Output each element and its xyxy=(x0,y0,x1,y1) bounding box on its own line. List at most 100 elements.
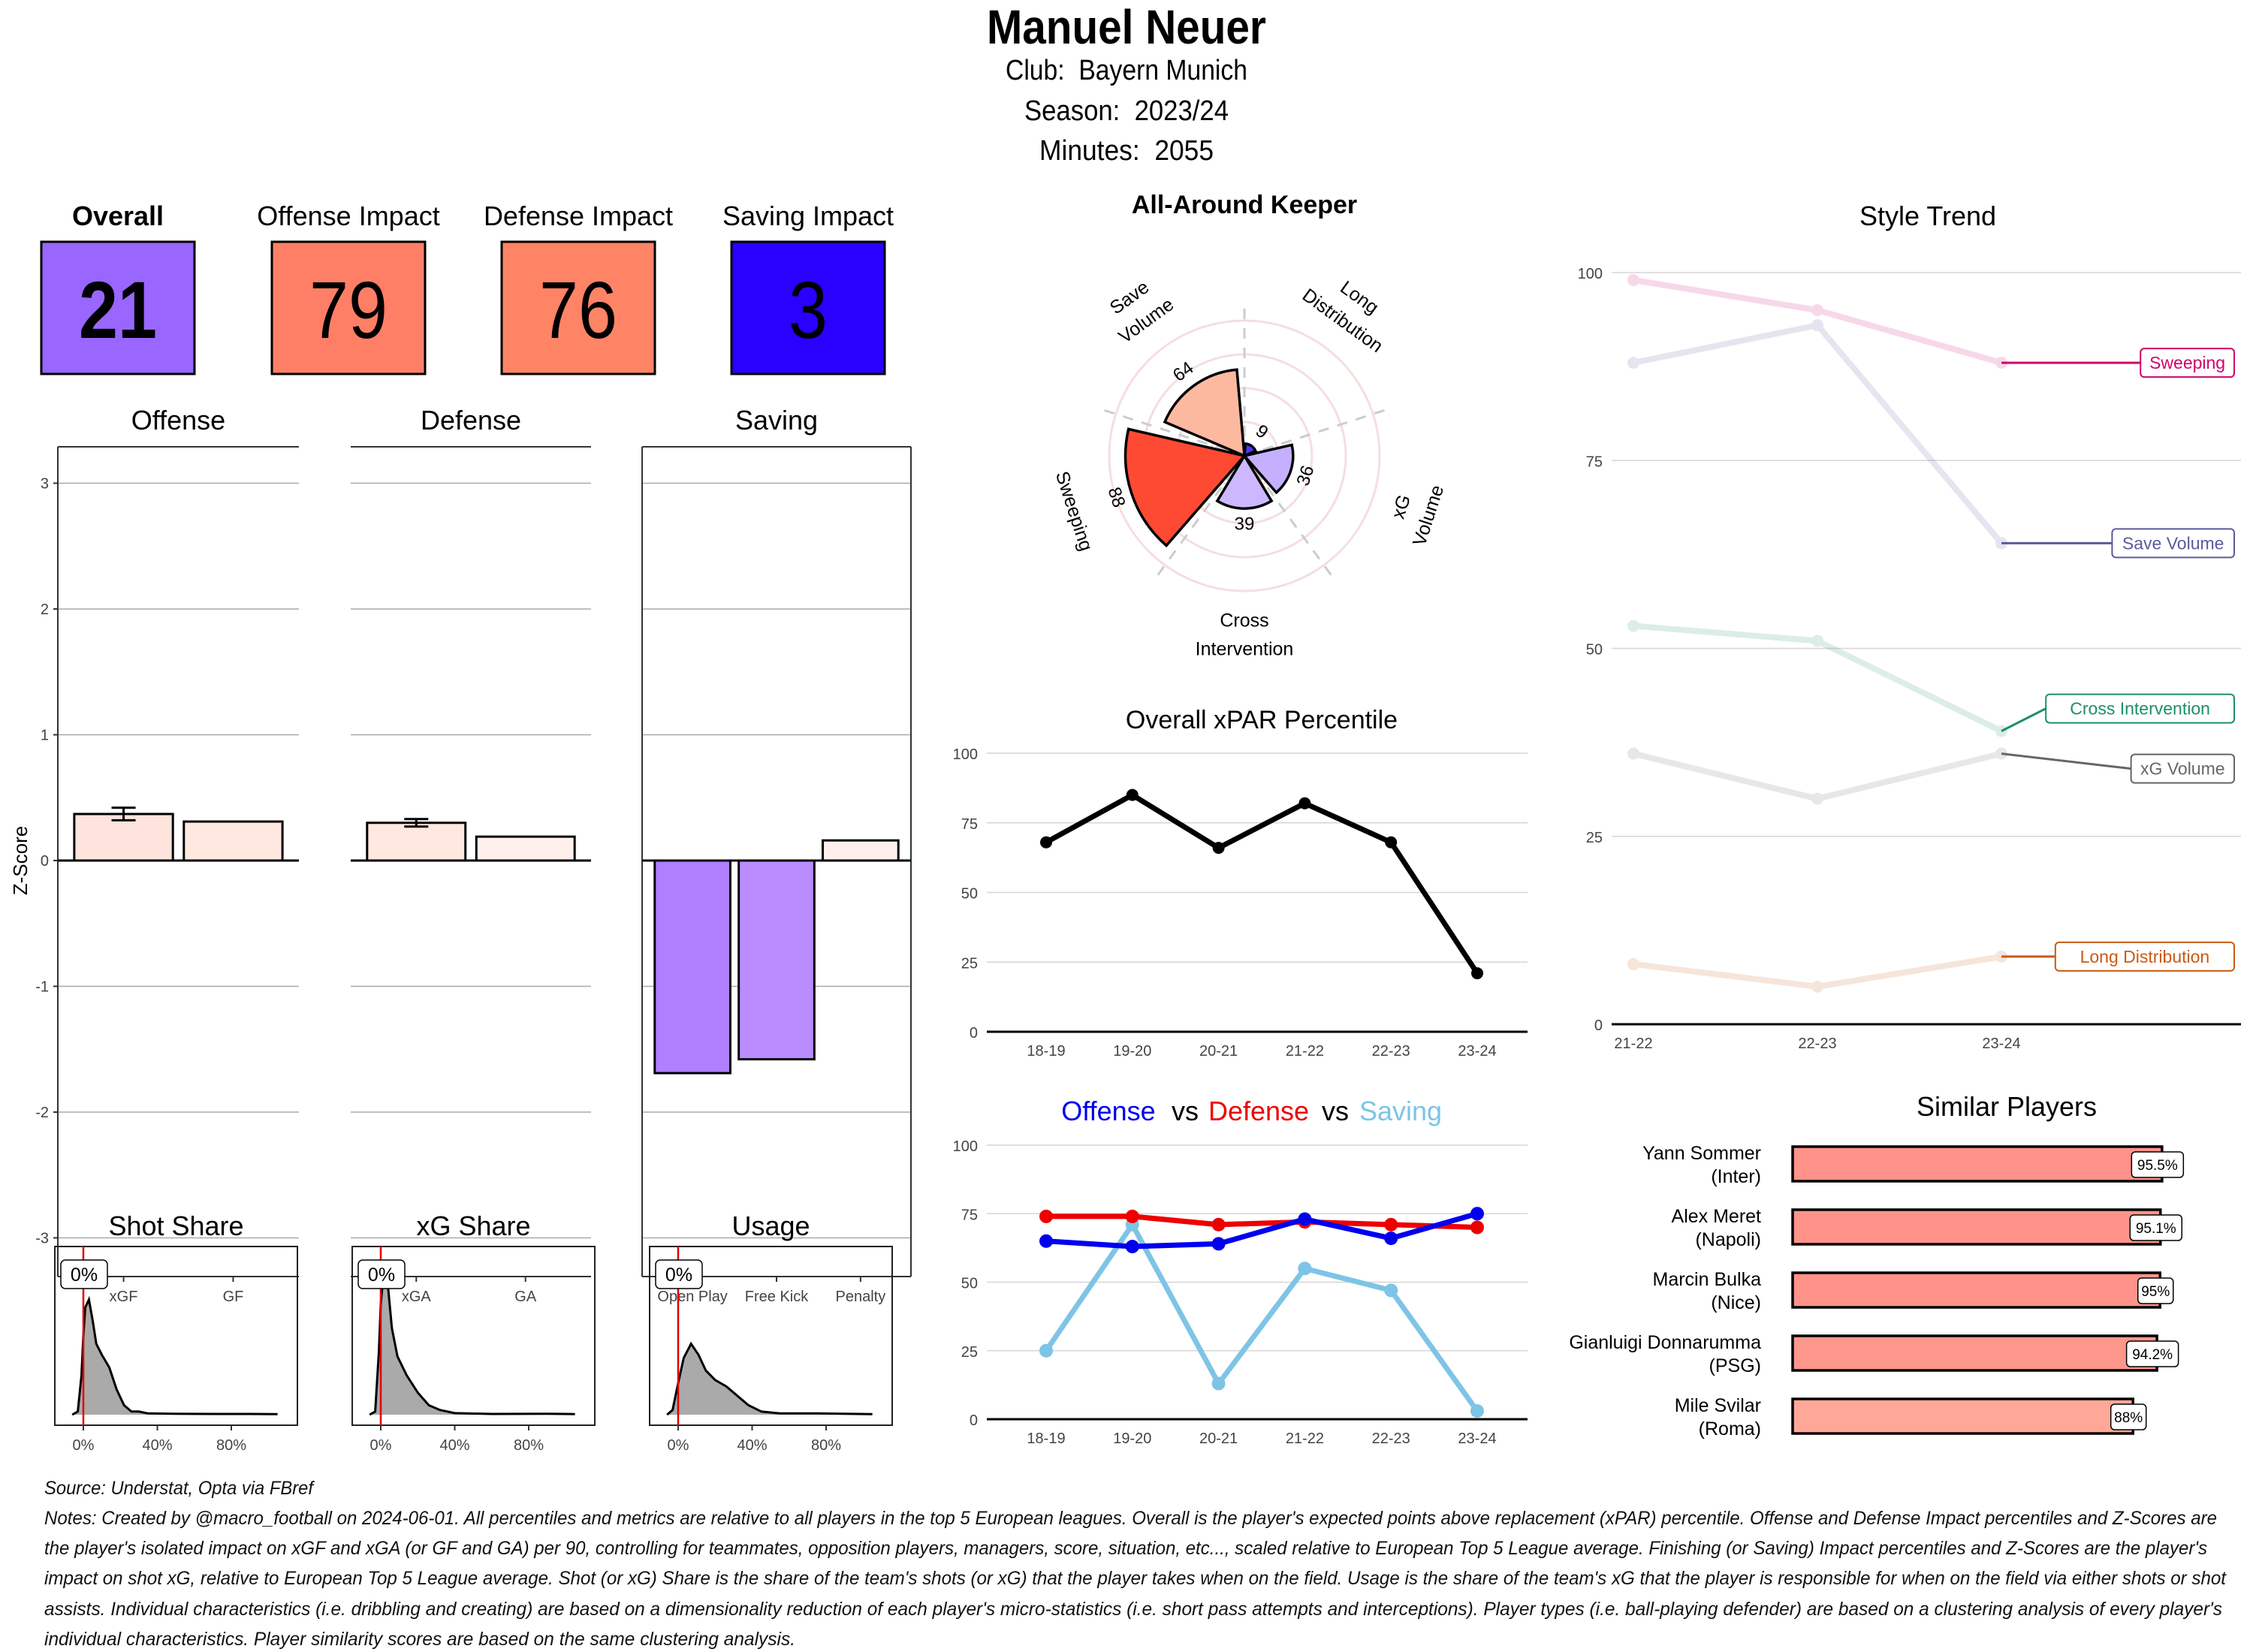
x-tick-label: 19-20 xyxy=(1113,1043,1151,1060)
footer: Source: Understat, Opta via FBref Notes:… xyxy=(44,1478,2227,1650)
season-line: Season: 2023/24 xyxy=(1024,95,1229,127)
error-bar xyxy=(111,806,136,821)
series-label: Sweeping xyxy=(2149,353,2225,372)
data-point xyxy=(1811,635,1823,647)
title-part-vs: vs xyxy=(1322,1096,1349,1126)
series-label-box xyxy=(2054,941,2236,972)
player-value-box xyxy=(357,1259,406,1289)
series-label: Long Distribution xyxy=(2080,947,2210,966)
data-point xyxy=(1811,980,1823,993)
y-tick-label: 100 xyxy=(1578,266,1603,282)
panel-title: Defense xyxy=(421,405,521,436)
density-area xyxy=(369,1263,575,1415)
similarity-label-box xyxy=(2110,1403,2147,1430)
y-tick-label: 100 xyxy=(953,1138,978,1155)
series-line xyxy=(1045,1210,1478,1250)
density-panel-xg-share: xG Share 0% 0% 40% 80% xyxy=(351,1210,596,1454)
tile-value: 3 xyxy=(789,264,828,355)
y-tick-label: 0 xyxy=(970,1025,978,1042)
category-label: Volume xyxy=(1409,483,1448,549)
x-tick-label: 20-21 xyxy=(1199,1043,1238,1060)
x-tick-label: 19-20 xyxy=(1113,1430,1151,1447)
data-point xyxy=(1298,1212,1312,1226)
x-tick-label: 21-22 xyxy=(1286,1430,1324,1447)
similarity-bar xyxy=(1791,1208,2162,1246)
y-tick-label: 3 xyxy=(41,476,49,493)
wedge-value-label: 36 xyxy=(1292,463,1318,489)
data-point xyxy=(1627,957,1639,970)
y-tick-label: 0 xyxy=(970,1412,978,1429)
player-name: Gianluigi Donnarumma xyxy=(1569,1332,1761,1353)
zscore-panel-offense: Offense -3 -2 -1 0 1 2 3 xGF GF xyxy=(35,405,299,1305)
x-tick-label: GF xyxy=(223,1289,244,1305)
y-tick-label: -3 xyxy=(35,1231,49,1247)
category-label: xG xyxy=(1388,492,1416,521)
player-name: Marcin Bulka xyxy=(1653,1269,1762,1290)
density-curve xyxy=(666,1341,873,1416)
panel-title: Offense xyxy=(131,405,225,436)
data-point xyxy=(1298,797,1311,809)
similarity-label-box xyxy=(2137,1277,2174,1304)
tile-label: Overall xyxy=(72,200,164,231)
series-offense xyxy=(1039,1207,1484,1254)
y-tick-label: 0 xyxy=(1594,1017,1603,1034)
similar-player-row: Gianluigi Donnarumma(PSG) 94.2% xyxy=(1569,1332,2179,1376)
player-club: (Nice) xyxy=(1711,1292,1761,1313)
x-tick-label: GA xyxy=(514,1289,537,1305)
x-tick-label: 23-24 xyxy=(1982,1036,2020,1052)
series-line xyxy=(1045,792,1479,975)
wedge-value-label: 39 xyxy=(1235,514,1255,535)
zscore-chart: Z-Score Offense -3 -2 -1 0 1 2 3 xGF GF Defense xGA G… xyxy=(9,405,912,1305)
bar-xgf xyxy=(73,812,174,862)
y-tick-label: 50 xyxy=(1586,642,1603,659)
x-tick-label: 22-23 xyxy=(1798,1036,1836,1052)
data-point xyxy=(1385,836,1398,849)
panel-title: xG Share xyxy=(416,1210,530,1241)
similar-player-row: Yann Sommer(Inter) 95.5% xyxy=(1642,1143,2185,1187)
x-tick-label: 23-24 xyxy=(1458,1043,1496,1060)
data-point xyxy=(1211,1237,1226,1251)
series-label: Cross Intervention xyxy=(2070,699,2210,719)
series-line xyxy=(1046,1213,1478,1230)
y-tick-label: 75 xyxy=(961,1207,978,1223)
panel-border xyxy=(351,1246,596,1426)
wedge-sweeping xyxy=(1123,427,1247,548)
header: Manuel Neuer Club: Bayern Munich Season:… xyxy=(987,0,1266,167)
style-trend-chart: 0 25 50 75 100 21-22 22-23 23-24 Style Trend Swee… xyxy=(1578,200,2241,1052)
y-tick-label: -2 xyxy=(35,1105,49,1121)
data-point xyxy=(1298,1262,1312,1276)
data-point xyxy=(1627,620,1639,632)
tile-label: Defense Impact xyxy=(484,200,673,231)
series-label-box xyxy=(2045,693,2235,724)
similarity-label-box xyxy=(2129,1214,2183,1241)
x-tick-label: 40% xyxy=(439,1437,469,1454)
similar-player-row: Alex Meret(Napoli) 95.1% xyxy=(1672,1206,2183,1250)
data-point xyxy=(1039,1234,1053,1248)
wedge-xg-volume xyxy=(1241,443,1295,495)
radial-gridline xyxy=(1243,455,1337,583)
bar-xga xyxy=(366,821,467,862)
y-tick-label: 75 xyxy=(1586,454,1603,470)
player-value-box xyxy=(655,1259,703,1289)
similarity-label: 94.2% xyxy=(2132,1347,2173,1363)
label-connector xyxy=(2001,752,2131,770)
zscore-panel-saving: Saving Open Play Free Kick Penalty xyxy=(641,405,912,1305)
y-tick-label: 25 xyxy=(961,1344,978,1361)
series-xg-volume xyxy=(1627,747,2007,805)
tile-box xyxy=(40,240,196,375)
y-tick-label: 50 xyxy=(961,886,978,903)
data-point xyxy=(1627,357,1639,369)
data-point xyxy=(1470,1220,1484,1234)
title-part-defense: Defense xyxy=(1208,1096,1309,1126)
tile-value: 76 xyxy=(539,264,617,355)
similarity-bar xyxy=(1791,1334,2158,1372)
title-part-saving: Saving xyxy=(1359,1096,1442,1126)
similarity-label-box xyxy=(2125,1340,2179,1367)
series-long-distribution xyxy=(1627,950,2007,993)
density-area xyxy=(667,1343,873,1415)
wedge-cross-intervention xyxy=(1215,453,1274,510)
bar-free-kick xyxy=(737,859,816,1061)
similarity-label: 95.1% xyxy=(2136,1221,2176,1237)
offense-defense-saving-chart: 0 25 50 75 100 18-19 19-20 20-21 21-22 22-23 23-24… xyxy=(953,1096,1528,1447)
